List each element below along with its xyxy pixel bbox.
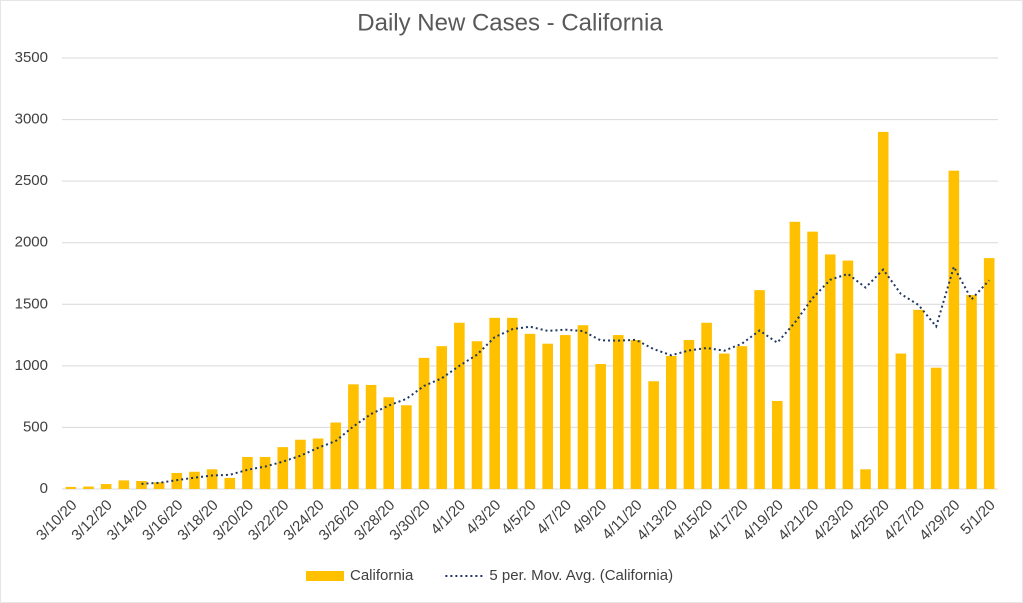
y-tick-label: 1000 bbox=[15, 357, 48, 374]
bar bbox=[630, 339, 642, 489]
bar bbox=[206, 469, 218, 489]
y-tick-label: 2000 bbox=[15, 234, 48, 251]
bar bbox=[136, 480, 147, 489]
bar bbox=[877, 131, 889, 489]
legend-label: California bbox=[350, 567, 414, 584]
bar bbox=[348, 384, 359, 489]
y-tick-label: 500 bbox=[23, 418, 48, 435]
bar bbox=[807, 231, 818, 490]
legend-label: 5 per. Mov. Avg. (California) bbox=[489, 567, 673, 584]
bar bbox=[648, 381, 659, 489]
bar bbox=[365, 384, 377, 489]
bar bbox=[330, 422, 342, 489]
bar bbox=[277, 447, 289, 489]
legend-swatch bbox=[306, 571, 344, 581]
bar bbox=[930, 367, 942, 489]
y-tick-label: 3000 bbox=[15, 111, 48, 128]
bar bbox=[224, 477, 236, 489]
chart-title: Daily New Cases - California bbox=[357, 9, 663, 36]
bar bbox=[65, 486, 77, 489]
bar bbox=[83, 486, 94, 489]
bar bbox=[966, 295, 977, 489]
bar bbox=[118, 480, 130, 489]
bar bbox=[983, 258, 995, 489]
bar bbox=[259, 456, 271, 489]
bar bbox=[824, 254, 836, 489]
bar bbox=[718, 353, 730, 489]
bar bbox=[312, 438, 324, 489]
bar bbox=[471, 341, 483, 489]
bar bbox=[436, 346, 447, 489]
bar bbox=[613, 335, 624, 489]
bar bbox=[153, 482, 165, 489]
bar bbox=[771, 400, 783, 489]
bar bbox=[560, 335, 571, 489]
bar bbox=[577, 325, 589, 489]
bar bbox=[489, 317, 500, 489]
bar bbox=[100, 484, 112, 489]
y-tick-label: 2500 bbox=[15, 172, 48, 189]
bar bbox=[454, 322, 465, 489]
y-tick-label: 0 bbox=[40, 480, 48, 497]
bar bbox=[665, 356, 677, 489]
bar bbox=[895, 353, 907, 489]
bar bbox=[507, 317, 518, 489]
bar bbox=[189, 471, 200, 489]
bar bbox=[295, 439, 306, 489]
bar bbox=[701, 322, 712, 489]
bar bbox=[842, 260, 854, 489]
bar bbox=[242, 456, 253, 489]
y-tick-label: 1500 bbox=[15, 295, 48, 312]
bar bbox=[754, 290, 765, 489]
bar bbox=[736, 346, 748, 489]
y-tick-label: 3500 bbox=[15, 49, 48, 66]
bar bbox=[418, 357, 430, 489]
bar bbox=[542, 343, 553, 489]
bar bbox=[683, 339, 695, 489]
bar bbox=[383, 397, 395, 489]
bar bbox=[913, 309, 924, 489]
bar bbox=[401, 405, 412, 489]
bar bbox=[860, 469, 871, 489]
bar bbox=[789, 221, 801, 489]
bar bbox=[524, 333, 536, 489]
bar bbox=[948, 170, 960, 489]
bar bbox=[595, 364, 606, 489]
